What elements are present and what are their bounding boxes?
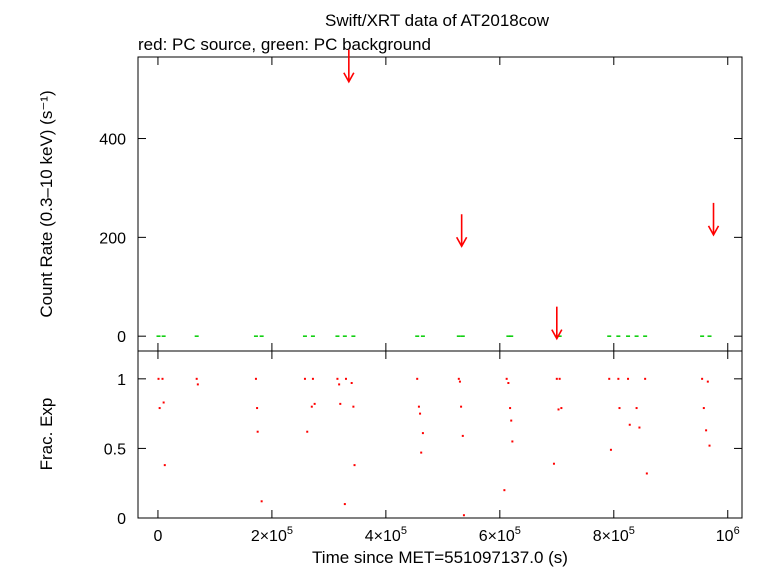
frac-exp-point xyxy=(560,407,563,410)
frac-exp-point xyxy=(635,407,638,410)
frac-exp-point xyxy=(256,430,259,433)
frac-exp-point xyxy=(306,430,309,433)
frac-exp-point xyxy=(421,432,424,435)
count-rate-panel: 0 200 400 xyxy=(99,49,743,352)
frac-exp-point xyxy=(343,503,346,506)
frac-exp-y-ticks: 00.51 xyxy=(104,372,742,528)
frac-exp-point xyxy=(552,462,555,465)
frac-exp-point xyxy=(558,377,561,380)
frac-exp-point xyxy=(701,377,704,380)
source-upper-limits xyxy=(343,49,720,341)
frac-exp-point xyxy=(163,464,166,467)
frac-exp-points xyxy=(157,377,711,517)
count-rate-x-ticks xyxy=(157,57,729,351)
frac-exp-point xyxy=(645,472,648,475)
frac-exp-point xyxy=(644,377,647,380)
frac-exp-point xyxy=(458,380,461,383)
frac-exp-point xyxy=(158,407,161,410)
frac-exp-point xyxy=(705,429,708,432)
frac-exp-panel: 00.51 0 2×105 4×105 6×105 8×105 106 xyxy=(104,350,743,545)
frac-exp-point xyxy=(609,448,612,451)
count-rate-axis-label: Count Rate (0.3–10 keV) (s⁻¹) xyxy=(37,90,56,317)
x-tick-label: 4×105 xyxy=(365,525,407,545)
frac-exp-point xyxy=(303,377,306,380)
frac-exp-point xyxy=(417,405,420,408)
frac-exp-point xyxy=(420,451,423,454)
x-tick-label: 6×105 xyxy=(479,525,521,545)
frac-exp-point xyxy=(509,407,512,410)
frac-exp-point xyxy=(260,500,263,503)
y-tick-label: 0.5 xyxy=(104,441,126,458)
frac-exp-point xyxy=(353,464,356,467)
y-tick-label: 1 xyxy=(117,372,126,389)
y-tick-label: 0 xyxy=(117,329,126,346)
chart-subtitle: red: PC source, green: PC background xyxy=(138,35,431,54)
count-rate-panel-frame xyxy=(137,56,743,352)
frac-exp-point xyxy=(310,405,313,408)
frac-exp-point xyxy=(510,419,513,422)
frac-exp-point xyxy=(628,423,631,426)
frac-exp-point xyxy=(344,377,347,380)
frac-exp-point xyxy=(256,407,259,410)
frac-exp-point xyxy=(157,377,160,380)
x-axis-label: Time since MET=551097137.0 (s) xyxy=(312,548,568,567)
frac-exp-point xyxy=(460,405,463,408)
frac-exp-point xyxy=(702,407,705,410)
frac-exp-point xyxy=(161,377,164,380)
frac-exp-x-ticks: 0 2×105 4×105 6×105 8×105 106 xyxy=(153,351,740,545)
frac-exp-point xyxy=(706,380,709,383)
frac-exp-point xyxy=(511,440,514,443)
frac-exp-point xyxy=(708,444,711,447)
y-tick-label: 0 xyxy=(117,511,126,528)
frac-exp-point xyxy=(196,383,199,386)
frac-exp-point xyxy=(338,383,341,386)
frac-exp-axis-label: Frac. Exp xyxy=(37,398,56,471)
frac-exp-point xyxy=(461,434,464,437)
frac-exp-point xyxy=(627,377,630,380)
count-rate-y-ticks: 0 200 400 xyxy=(99,132,742,346)
frac-exp-point xyxy=(336,377,339,380)
frac-exp-point xyxy=(557,408,560,411)
frac-exp-point xyxy=(195,377,198,380)
y-tick-label: 200 xyxy=(99,230,126,247)
frac-exp-point xyxy=(350,382,353,385)
chart-title: Swift/XRT data of AT2018cow xyxy=(325,11,550,30)
frac-exp-point xyxy=(638,426,641,429)
frac-exp-point xyxy=(457,377,460,380)
frac-exp-panel-frame xyxy=(137,350,743,519)
frac-exp-point xyxy=(419,412,422,415)
y-tick-label: 400 xyxy=(99,132,126,149)
frac-exp-point xyxy=(507,382,510,385)
frac-exp-point xyxy=(311,377,314,380)
x-tick-label: 8×105 xyxy=(593,525,635,545)
frac-exp-point xyxy=(313,402,316,405)
frac-exp-point xyxy=(254,377,257,380)
x-tick-label: 2×105 xyxy=(251,525,293,545)
frac-exp-point xyxy=(617,377,620,380)
frac-exp-point xyxy=(162,401,165,404)
frac-exp-point xyxy=(505,377,508,380)
x-tick-label: 106 xyxy=(716,525,740,545)
frac-exp-point xyxy=(352,405,355,408)
frac-exp-point xyxy=(618,407,621,410)
frac-exp-point xyxy=(608,377,611,380)
frac-exp-point xyxy=(416,377,419,380)
frac-exp-point xyxy=(462,514,465,517)
frac-exp-point xyxy=(555,377,558,380)
x-tick-label: 0 xyxy=(153,528,162,545)
frac-exp-point xyxy=(503,489,506,492)
frac-exp-point xyxy=(339,402,342,405)
